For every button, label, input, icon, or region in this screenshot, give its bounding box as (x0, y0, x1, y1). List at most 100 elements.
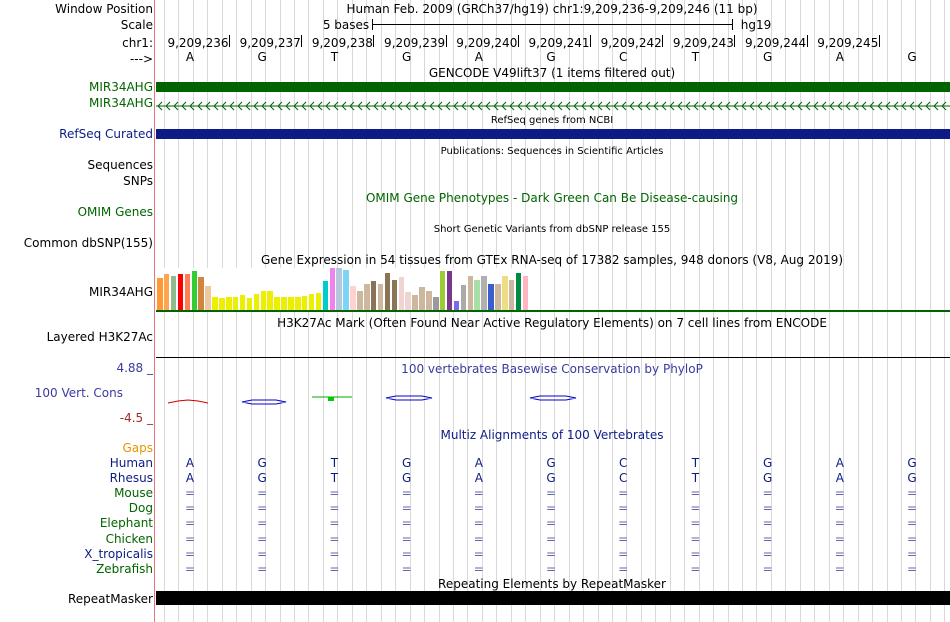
scale-text: 5 bases (322, 18, 370, 32)
gtex-tissue-bar[interactable] (522, 276, 529, 310)
alignment-base: = (257, 501, 268, 515)
gtex-tissue-bar[interactable] (315, 293, 322, 310)
gtex-tissue-bar[interactable] (232, 297, 239, 310)
gtex-tissue-bar[interactable] (212, 297, 218, 310)
gtex-tissue-bar[interactable] (246, 298, 253, 310)
gtex-tissue-bar[interactable] (308, 294, 315, 310)
dbsnp-label[interactable]: Common dbSNP(155) (23, 236, 153, 250)
alignment-base: G (907, 456, 917, 470)
alignment-base: = (762, 516, 773, 530)
gtex-tissue-bar[interactable] (446, 271, 453, 310)
gtex-tissue-bar[interactable] (377, 284, 384, 310)
gtex-tissue-bar[interactable] (163, 274, 170, 310)
gtex-tissue-bar[interactable] (350, 286, 356, 310)
gtex-tissue-bar[interactable] (391, 280, 398, 310)
alignment-base: = (618, 532, 629, 546)
gtex-tissue-bar[interactable] (460, 285, 467, 310)
gtex-tissue-bar[interactable] (170, 276, 177, 310)
ruler-tick (229, 35, 230, 47)
label-gutter-divider (154, 0, 155, 622)
gtex-tissue-bar[interactable] (274, 297, 280, 310)
species-label[interactable]: Rhesus (109, 471, 153, 485)
gtex-tissue-bar[interactable] (384, 273, 391, 310)
gencode-item-label-1[interactable]: MIR34AHG (88, 80, 153, 94)
gtex-tissue-bar[interactable] (253, 294, 260, 310)
gtex-tissue-bar[interactable] (433, 297, 439, 310)
gtex-tissue-bar[interactable] (412, 295, 418, 310)
species-label[interactable]: Zebrafish (96, 562, 153, 576)
gtex-tissue-bar[interactable] (198, 277, 204, 310)
gtex-tissue-bar[interactable] (288, 297, 294, 310)
gtex-label[interactable]: MIR34AHG (88, 285, 153, 299)
species-label[interactable]: Elephant (99, 516, 153, 530)
gtex-tissue-bar[interactable] (191, 271, 197, 310)
gtex-tissue-bar[interactable] (329, 268, 335, 310)
alignment-base: = (906, 547, 918, 561)
gtex-tissue-bar[interactable] (295, 297, 301, 310)
gencode-intron-line[interactable] (156, 97, 950, 112)
gtex-tissue-bar[interactable] (336, 268, 342, 310)
gencode-item-label-2[interactable]: MIR34AHG (88, 96, 153, 110)
alignment-base: = (545, 516, 557, 530)
repeatmasker-label[interactable]: RepeatMasker (67, 592, 153, 606)
omim-label[interactable]: OMIM Genes (77, 205, 153, 219)
gtex-tissue-bar[interactable] (474, 280, 480, 310)
gtex-tissue-bar[interactable] (281, 297, 287, 310)
gtex-tissue-bar[interactable] (495, 284, 501, 310)
gtex-tissue-bar[interactable] (405, 292, 411, 310)
alignment-base: = (906, 501, 918, 515)
alignment-base: = (545, 562, 557, 576)
gtex-tissue-bar[interactable] (219, 298, 225, 310)
ruler-position: 9,209,240 (456, 36, 518, 50)
gtex-tissue-bar[interactable] (184, 274, 191, 310)
gtex-bar-chart[interactable] (156, 268, 536, 310)
gtex-tissue-bar[interactable] (239, 295, 246, 310)
gtex-tissue-bar[interactable] (364, 284, 370, 310)
gtex-tissue-bar[interactable] (322, 281, 329, 310)
gtex-tissue-bar[interactable] (426, 291, 432, 310)
species-label[interactable]: Mouse (114, 486, 153, 500)
species-label[interactable]: X_tropicalis (84, 547, 153, 561)
gtex-tissue-bar[interactable] (343, 270, 349, 310)
gaps-label[interactable]: Gaps (122, 441, 153, 455)
gtex-tissue-bar[interactable] (502, 276, 508, 310)
species-label[interactable]: Chicken (105, 532, 153, 546)
alignment-base: = (401, 516, 412, 530)
base-letter: A (474, 50, 483, 64)
gtex-tissue-bar[interactable] (357, 291, 363, 310)
phylop-label[interactable]: 100 Vert. Cons (34, 386, 123, 400)
gtex-tissue-bar[interactable] (205, 286, 211, 310)
snps-label[interactable]: SNPs (123, 174, 153, 188)
repeatmasker-bar[interactable] (156, 591, 950, 605)
gtex-tissue-bar[interactable] (267, 291, 273, 310)
gtex-tissue-bar[interactable] (515, 273, 522, 310)
gtex-tissue-bar[interactable] (370, 281, 377, 310)
assembly-title: Human Feb. 2009 (GRCh37/hg19) chr1:9,209… (346, 2, 758, 16)
pubs-label[interactable]: Sequences (87, 158, 153, 172)
gtex-tissue-bar[interactable] (453, 301, 460, 310)
refseq-exon-bar[interactable] (156, 129, 950, 139)
gtex-tissue-bar[interactable] (439, 271, 446, 310)
gtex-tissue-bar[interactable] (226, 297, 232, 310)
refseq-label[interactable]: RefSeq Curated (59, 127, 153, 141)
gtex-tissue-bar[interactable] (260, 291, 266, 310)
species-label[interactable]: Human (109, 456, 153, 470)
species-label[interactable]: Dog (128, 501, 153, 515)
ruler-position: 9,209,238 (311, 36, 373, 50)
gtex-tissue-bar[interactable] (177, 274, 184, 310)
gtex-tissue-bar[interactable] (488, 284, 494, 310)
gtex-tissue-bar[interactable] (467, 276, 473, 310)
ruler-tick (301, 35, 303, 47)
gtex-tissue-bar[interactable] (157, 278, 163, 310)
alignment-base: G (546, 471, 556, 485)
gtex-tissue-bar[interactable] (398, 277, 404, 310)
ruler-tick (373, 35, 375, 47)
h3k27ac-label[interactable]: Layered H3K27Ac (46, 330, 153, 344)
phylop-wiggle[interactable] (156, 392, 586, 408)
gtex-tissue-bar[interactable] (301, 296, 308, 310)
gtex-tissue-bar[interactable] (508, 280, 515, 310)
gencode-exon-bar[interactable] (156, 82, 950, 92)
gtex-tissue-bar[interactable] (419, 287, 425, 310)
gtex-tissue-bar[interactable] (481, 276, 487, 310)
